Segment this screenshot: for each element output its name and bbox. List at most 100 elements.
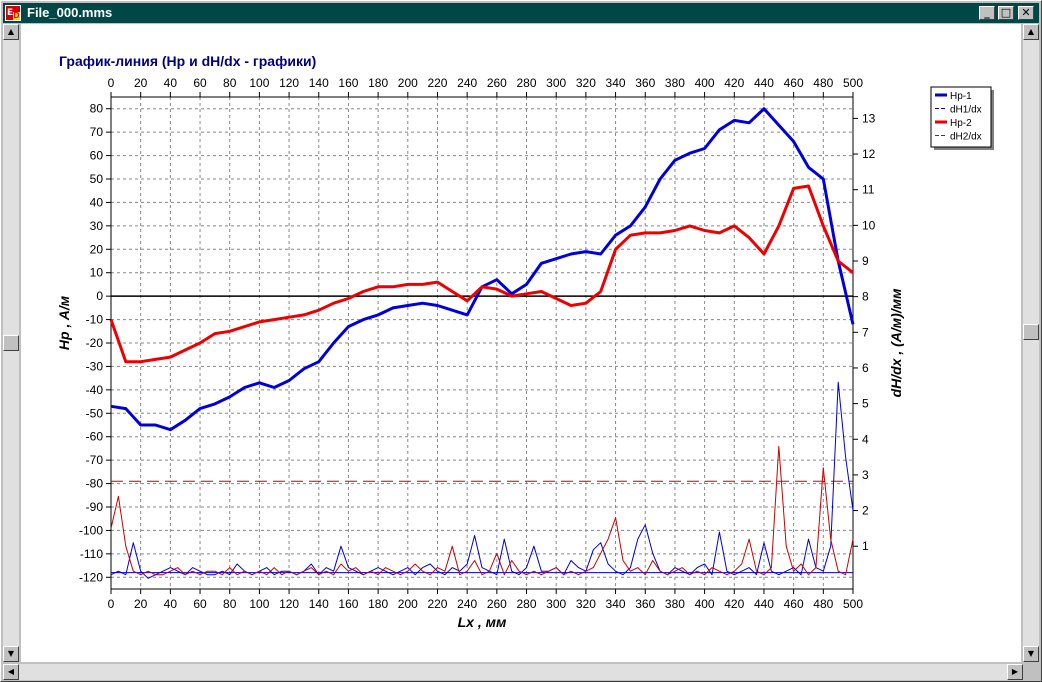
x-tick-label: 220: [427, 597, 447, 611]
x-tick-label-top: 280: [517, 76, 537, 90]
close-button[interactable]: ✕: [1018, 6, 1034, 20]
right-scroll-up-icon[interactable]: ▲: [1023, 24, 1039, 40]
legend-label: Hp-1: [950, 91, 972, 102]
series-line-hp-1: [110, 107, 855, 432]
x-tick-label: 480: [813, 597, 833, 611]
maximize-button[interactable]: □: [998, 6, 1014, 20]
y2-tick-label: 7: [862, 325, 869, 339]
y-tick-label: -70: [86, 453, 104, 467]
y2-tick-label: 10: [862, 218, 876, 232]
app-icon-sub: D: [13, 11, 20, 20]
size-grip: [1023, 664, 1039, 680]
x-tick-label-top: 140: [309, 76, 329, 90]
left-scroll-thumb[interactable]: [3, 335, 19, 351]
x-tick-label-top: 480: [813, 76, 833, 90]
y2-tick-label: 12: [862, 147, 876, 161]
x-tick-label-top: 260: [487, 76, 507, 90]
legend-label: dH2/dx: [950, 132, 982, 143]
series-line-dh2-dx: [110, 445, 854, 576]
x-tick-label-top: 100: [249, 76, 269, 90]
y2-tick-label: 2: [862, 504, 869, 518]
plot-area: График-линия (Hp и dH/dx - графики) 0 0 20 2…: [21, 24, 1021, 662]
y-tick-label: -50: [86, 406, 104, 420]
minimize-button[interactable]: _: [979, 6, 995, 20]
series-line-dh1-dx: [110, 381, 854, 579]
legend-label: dH1/dx: [950, 105, 982, 116]
x-tick-label: 420: [724, 597, 744, 611]
x-tick-label: 200: [398, 597, 418, 611]
x-tick-label-top: 360: [635, 76, 655, 90]
left-scroll-up-icon[interactable]: ▲: [3, 24, 19, 40]
y-tick-label: -110: [80, 547, 103, 561]
x-tick-label-top: 20: [134, 76, 148, 90]
x-tick-label: 120: [279, 597, 299, 611]
x-tick-label: 280: [517, 597, 537, 611]
chart-svg: График-линия (Hp и dH/dx - графики)00202…: [56, 53, 994, 630]
x-tick-label: 100: [249, 597, 269, 611]
x-tick-label-top: 320: [576, 76, 596, 90]
right-scrollbar[interactable]: ▲ ▼: [1023, 24, 1039, 662]
x-tick-label-top: 500: [843, 76, 863, 90]
left-scrollbar[interactable]: ▲ ▼: [3, 24, 19, 662]
x-tick-label: 440: [754, 597, 774, 611]
x-tick-label: 180: [368, 597, 388, 611]
x-tick-label: 500: [843, 597, 863, 611]
y-tick-label: -10: [86, 313, 104, 327]
y-tick-label: 10: [90, 266, 104, 280]
bottom-scrollbar[interactable]: ◀ ▶: [3, 664, 1023, 680]
x-tick-label: 40: [164, 597, 178, 611]
x-tick-label: 320: [576, 597, 596, 611]
x-tick-label: 160: [338, 597, 358, 611]
left-scroll-down-icon[interactable]: ▼: [3, 646, 19, 662]
x-tick-label-top: 80: [223, 76, 237, 90]
y-tick-label: 60: [90, 149, 104, 163]
y2-tick-label: 5: [862, 397, 869, 411]
y-tick-label: 80: [90, 102, 104, 116]
x-tick-label-top: 460: [784, 76, 804, 90]
x-tick-label-top: 380: [665, 76, 685, 90]
x-tick-label: 400: [695, 597, 715, 611]
x-tick-label-top: 220: [427, 76, 447, 90]
y-tick-label: 70: [90, 125, 104, 139]
x-tick-label-top: 420: [724, 76, 744, 90]
y-tick-label: -20: [86, 336, 104, 350]
x-tick-label: 80: [223, 597, 237, 611]
y-axis-label: Hp , A/м: [56, 295, 72, 350]
x-tick-label: 20: [134, 597, 148, 611]
x-tick-label-top: 240: [457, 76, 477, 90]
x-tick-label: 360: [635, 597, 655, 611]
y2-axis-label: dH/dx , (A/м)/мм: [888, 288, 904, 397]
x-tick-label: 340: [606, 597, 626, 611]
x-tick-label-top: 160: [338, 76, 358, 90]
app-icon-letter: E: [7, 8, 14, 18]
x-tick-label-top: 60: [193, 76, 207, 90]
y-tick-label: -80: [86, 477, 104, 491]
x-tick-label: 300: [546, 597, 566, 611]
y-tick-label: 40: [90, 195, 104, 209]
x-tick-label: 240: [457, 597, 477, 611]
scroll-right-icon[interactable]: ▶: [1007, 664, 1023, 680]
right-scroll-thumb[interactable]: [1023, 324, 1039, 340]
scroll-left-icon[interactable]: ◀: [3, 664, 19, 680]
legend-label: Hp-2: [950, 118, 972, 129]
x-tick-label-top: 120: [279, 76, 299, 90]
x-tick-label: 260: [487, 597, 507, 611]
x-tick-label-top: 0: [108, 76, 115, 90]
right-scroll-down-icon[interactable]: ▼: [1023, 646, 1039, 662]
y2-tick-label: 13: [862, 111, 876, 125]
y-tick-label: -120: [79, 570, 103, 584]
window-title: File_000.mms: [27, 5, 113, 20]
y2-tick-label: 1: [862, 539, 869, 553]
x-tick-label-top: 200: [398, 76, 418, 90]
x-tick-label: 460: [784, 597, 804, 611]
y2-tick-label: 3: [862, 468, 869, 482]
y2-tick-label: 11: [862, 183, 875, 197]
x-tick-label: 380: [665, 597, 685, 611]
x-tick-label: 140: [309, 597, 329, 611]
y-tick-label: 0: [96, 289, 103, 303]
client-area: ▲ ▼ График-линия (Hp и dH/dx - графики) 0…: [3, 24, 1039, 680]
y2-tick-label: 6: [862, 361, 869, 375]
y-tick-label: -90: [86, 500, 104, 514]
